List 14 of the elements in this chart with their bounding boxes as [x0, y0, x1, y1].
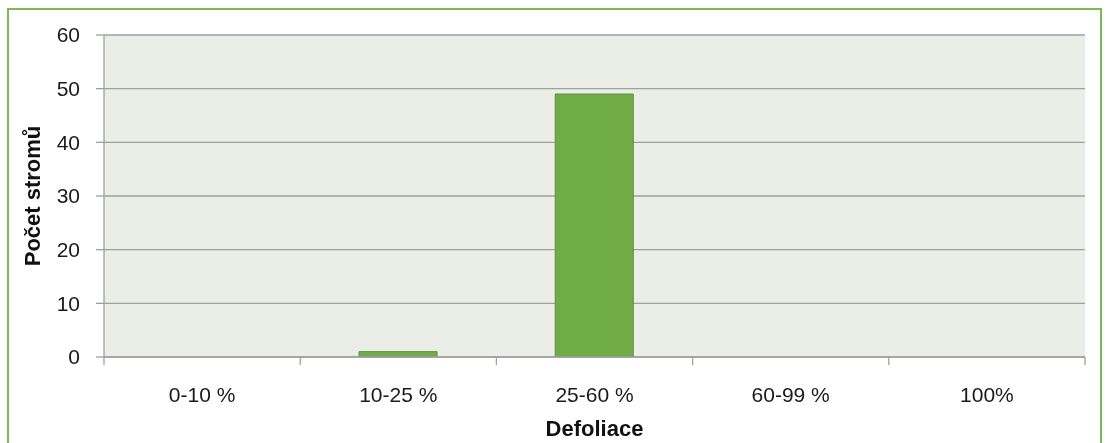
x-tick-label: 25-60 % — [555, 383, 634, 407]
x-tick-label: 60-99 % — [751, 383, 830, 407]
x-axis-title: Defoliace — [545, 416, 644, 441]
y-tick-label: 40 — [56, 130, 80, 154]
y-tick-label: 10 — [56, 291, 80, 315]
y-tick-label: 60 — [56, 23, 80, 47]
y-axis-title: Počet stromů — [19, 125, 45, 267]
x-tick-label: 100% — [960, 383, 1014, 407]
x-tick-label: 10-25 % — [359, 383, 438, 407]
y-tick-label: 20 — [56, 238, 80, 262]
y-tick-label: 50 — [56, 77, 80, 101]
y-tick-label: 0 — [68, 345, 80, 369]
y-tick-label: 30 — [56, 184, 80, 208]
x-tick-label: 0-10 % — [168, 383, 236, 407]
